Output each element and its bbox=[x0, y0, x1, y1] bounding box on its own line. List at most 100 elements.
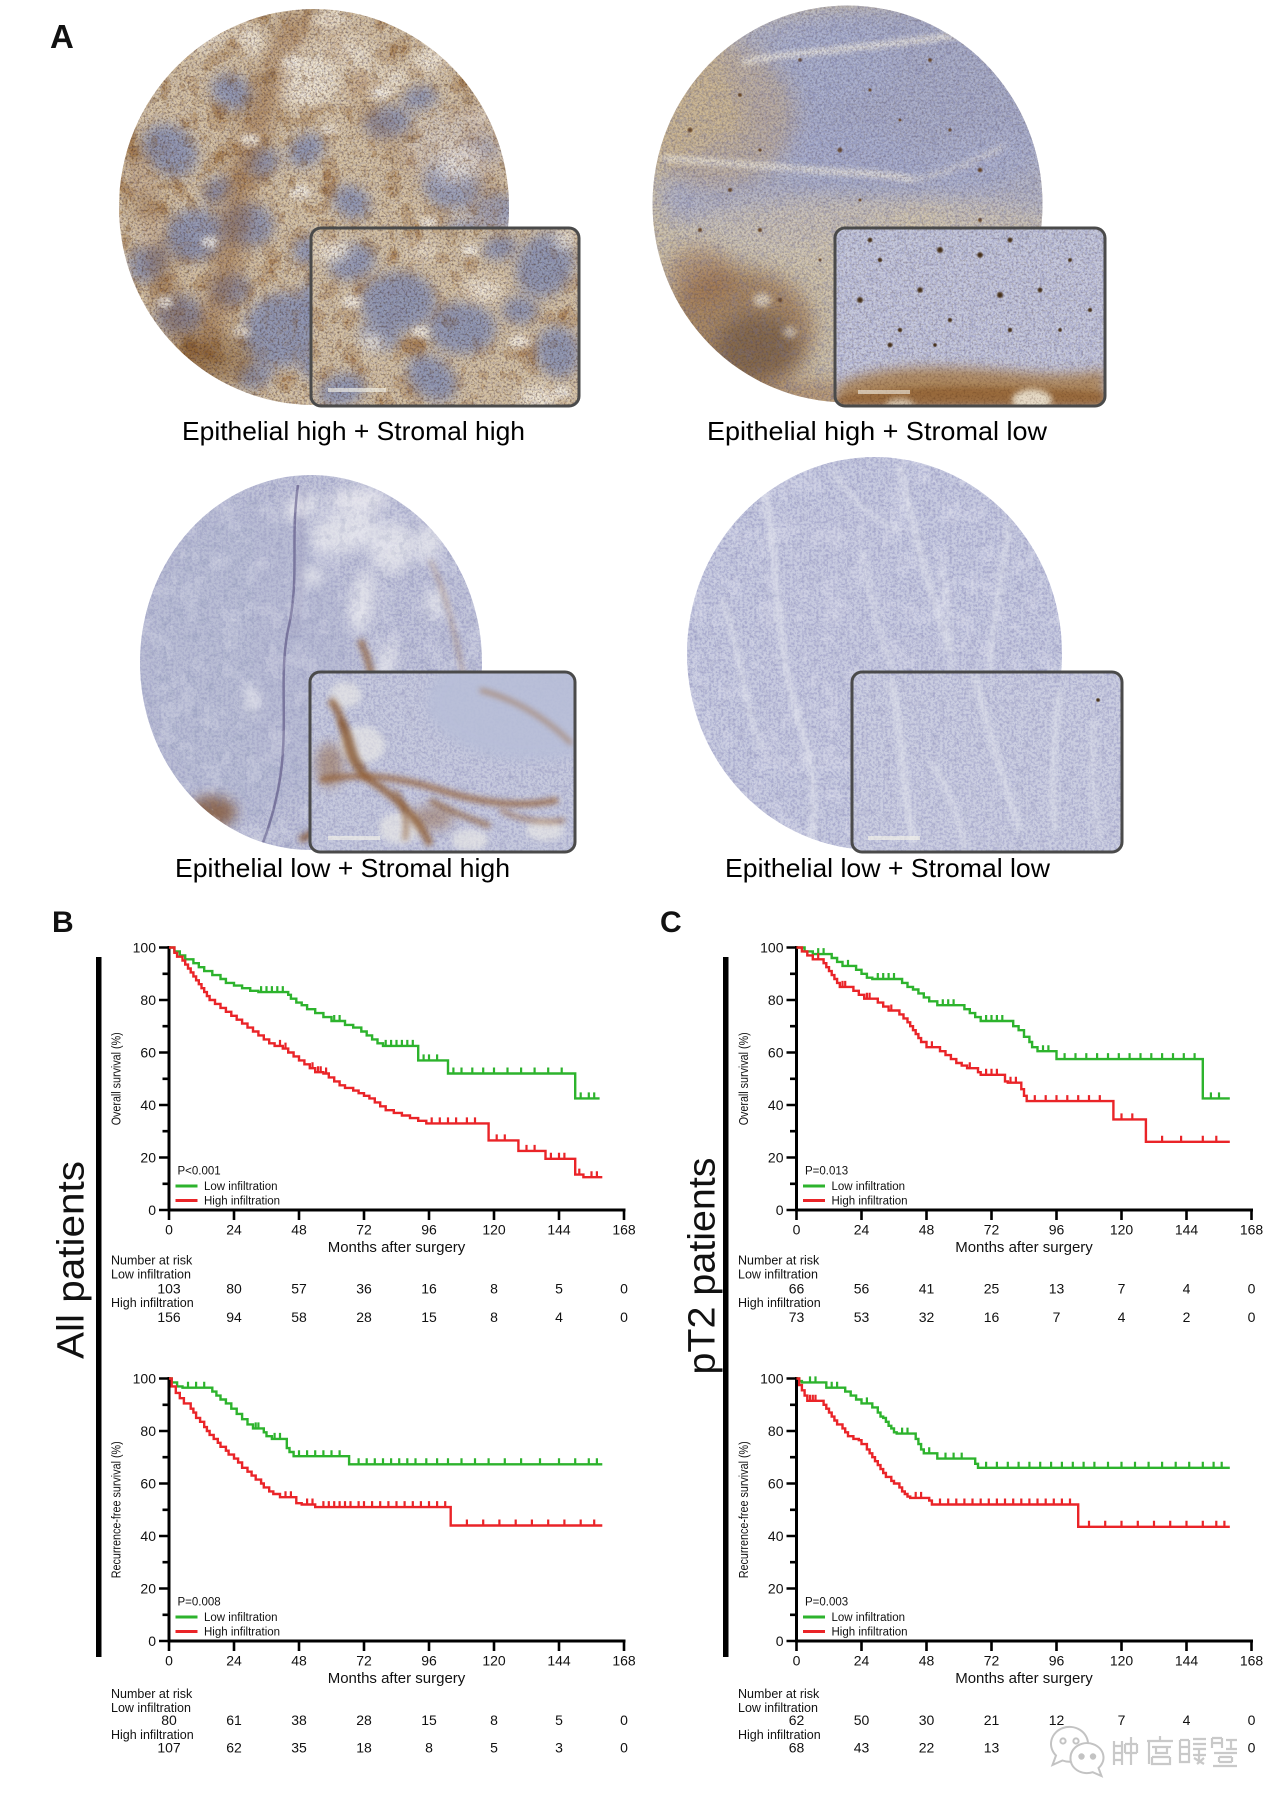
svg-text:60: 60 bbox=[140, 1476, 156, 1492]
svg-text:43: 43 bbox=[854, 1740, 870, 1756]
svg-text:0: 0 bbox=[620, 1281, 628, 1297]
svg-text:120: 120 bbox=[1110, 1653, 1134, 1669]
svg-text:5: 5 bbox=[555, 1712, 563, 1728]
svg-text:0: 0 bbox=[776, 1202, 784, 1218]
svg-text:High infiltration: High infiltration bbox=[832, 1627, 908, 1639]
svg-text:Months after surgery: Months after surgery bbox=[955, 1239, 1093, 1256]
svg-text:0: 0 bbox=[148, 1202, 156, 1218]
svg-text:Number at risk: Number at risk bbox=[111, 1254, 193, 1268]
svg-text:24: 24 bbox=[854, 1653, 870, 1669]
svg-text:Low infiltration: Low infiltration bbox=[204, 1612, 278, 1624]
svg-text:60: 60 bbox=[140, 1045, 156, 1061]
svg-text:0: 0 bbox=[776, 1633, 784, 1649]
svg-text:8: 8 bbox=[490, 1712, 498, 1728]
svg-text:8: 8 bbox=[425, 1740, 433, 1756]
svg-text:7: 7 bbox=[1118, 1281, 1126, 1297]
svg-text:144: 144 bbox=[547, 1222, 571, 1238]
svg-text:16: 16 bbox=[984, 1309, 1000, 1325]
svg-text:P=0.013: P=0.013 bbox=[805, 1166, 848, 1178]
svg-text:All patients: All patients bbox=[51, 1161, 93, 1359]
svg-text:60: 60 bbox=[768, 1045, 784, 1061]
svg-text:0: 0 bbox=[620, 1309, 628, 1325]
svg-text:4: 4 bbox=[555, 1309, 563, 1325]
svg-text:A: A bbox=[50, 18, 74, 55]
svg-text:2: 2 bbox=[1183, 1309, 1191, 1325]
svg-text:144: 144 bbox=[547, 1653, 571, 1669]
svg-text:40: 40 bbox=[768, 1528, 784, 1544]
svg-text:P=0.008: P=0.008 bbox=[178, 1597, 221, 1609]
svg-text:28: 28 bbox=[356, 1712, 372, 1728]
svg-text:100: 100 bbox=[760, 940, 784, 956]
svg-text:4: 4 bbox=[1118, 1309, 1126, 1325]
svg-text:66: 66 bbox=[789, 1281, 805, 1297]
svg-text:168: 168 bbox=[1240, 1653, 1264, 1669]
svg-text:80: 80 bbox=[140, 992, 156, 1008]
svg-text:0: 0 bbox=[165, 1222, 173, 1238]
svg-text:4: 4 bbox=[1183, 1712, 1191, 1728]
svg-text:8: 8 bbox=[490, 1281, 498, 1297]
svg-text:80: 80 bbox=[161, 1712, 177, 1728]
svg-text:57: 57 bbox=[291, 1281, 307, 1297]
svg-text:0: 0 bbox=[1248, 1281, 1256, 1297]
svg-text:41: 41 bbox=[919, 1281, 935, 1297]
svg-text:0: 0 bbox=[793, 1222, 801, 1238]
svg-text:72: 72 bbox=[356, 1222, 372, 1238]
svg-text:Low infiltration: Low infiltration bbox=[832, 1181, 906, 1193]
svg-text:Low infiltration: Low infiltration bbox=[111, 1268, 191, 1282]
svg-text:Overall survival (%): Overall survival (%) bbox=[736, 1032, 751, 1125]
svg-text:0: 0 bbox=[165, 1653, 173, 1669]
svg-text:80: 80 bbox=[768, 992, 784, 1008]
svg-text:120: 120 bbox=[482, 1222, 506, 1238]
svg-text:5: 5 bbox=[490, 1740, 498, 1756]
svg-text:Recurrence-free survival (%): Recurrence-free survival (%) bbox=[109, 1441, 124, 1578]
svg-text:24: 24 bbox=[226, 1222, 242, 1238]
svg-text:96: 96 bbox=[421, 1222, 437, 1238]
svg-text:168: 168 bbox=[612, 1222, 636, 1238]
svg-text:Epithelial low + Stromal low: Epithelial low + Stromal low bbox=[725, 853, 1050, 883]
svg-text:62: 62 bbox=[226, 1740, 242, 1756]
svg-text:13: 13 bbox=[1049, 1281, 1065, 1297]
svg-text:107: 107 bbox=[157, 1740, 181, 1756]
svg-text:High infiltration: High infiltration bbox=[738, 1296, 821, 1310]
svg-text:Epithelial low + Stromal high: Epithelial low + Stromal high bbox=[175, 853, 510, 883]
svg-text:94: 94 bbox=[226, 1309, 242, 1325]
svg-text:8: 8 bbox=[490, 1309, 498, 1325]
svg-text:144: 144 bbox=[1175, 1222, 1199, 1238]
svg-text:P=0.003: P=0.003 bbox=[805, 1597, 848, 1609]
svg-text:Low infiltration: Low infiltration bbox=[738, 1701, 818, 1715]
svg-text:80: 80 bbox=[226, 1281, 242, 1297]
svg-text:0: 0 bbox=[620, 1712, 628, 1728]
svg-text:30: 30 bbox=[919, 1712, 935, 1728]
svg-text:Number at risk: Number at risk bbox=[738, 1254, 820, 1268]
svg-text:High infiltration: High infiltration bbox=[738, 1728, 821, 1742]
svg-text:156: 156 bbox=[157, 1309, 181, 1325]
svg-text:15: 15 bbox=[421, 1712, 437, 1728]
svg-text:18: 18 bbox=[356, 1740, 372, 1756]
svg-text:24: 24 bbox=[226, 1653, 242, 1669]
svg-text:50: 50 bbox=[854, 1712, 870, 1728]
svg-text:High infiltration: High infiltration bbox=[204, 1196, 280, 1208]
svg-text:0: 0 bbox=[148, 1633, 156, 1649]
svg-text:58: 58 bbox=[291, 1309, 307, 1325]
svg-text:32: 32 bbox=[919, 1309, 935, 1325]
svg-text:High infiltration: High infiltration bbox=[204, 1627, 280, 1639]
svg-text:15: 15 bbox=[421, 1309, 437, 1325]
svg-text:120: 120 bbox=[482, 1653, 506, 1669]
svg-text:68: 68 bbox=[789, 1740, 805, 1756]
svg-text:100: 100 bbox=[760, 1371, 784, 1387]
svg-text:72: 72 bbox=[356, 1653, 372, 1669]
svg-text:0: 0 bbox=[793, 1653, 801, 1669]
svg-text:21: 21 bbox=[984, 1712, 1000, 1728]
svg-text:40: 40 bbox=[768, 1097, 784, 1113]
svg-text:24: 24 bbox=[854, 1222, 870, 1238]
svg-text:High infiltration: High infiltration bbox=[832, 1196, 908, 1208]
svg-text:40: 40 bbox=[140, 1528, 156, 1544]
svg-text:35: 35 bbox=[291, 1740, 307, 1756]
svg-text:13: 13 bbox=[984, 1740, 1000, 1756]
svg-text:53: 53 bbox=[854, 1309, 870, 1325]
svg-text:High infiltration: High infiltration bbox=[111, 1296, 194, 1310]
svg-text:20: 20 bbox=[768, 1581, 784, 1597]
svg-text:61: 61 bbox=[226, 1712, 242, 1728]
svg-text:48: 48 bbox=[291, 1653, 307, 1669]
svg-text:pT2 patients: pT2 patients bbox=[682, 1158, 724, 1375]
